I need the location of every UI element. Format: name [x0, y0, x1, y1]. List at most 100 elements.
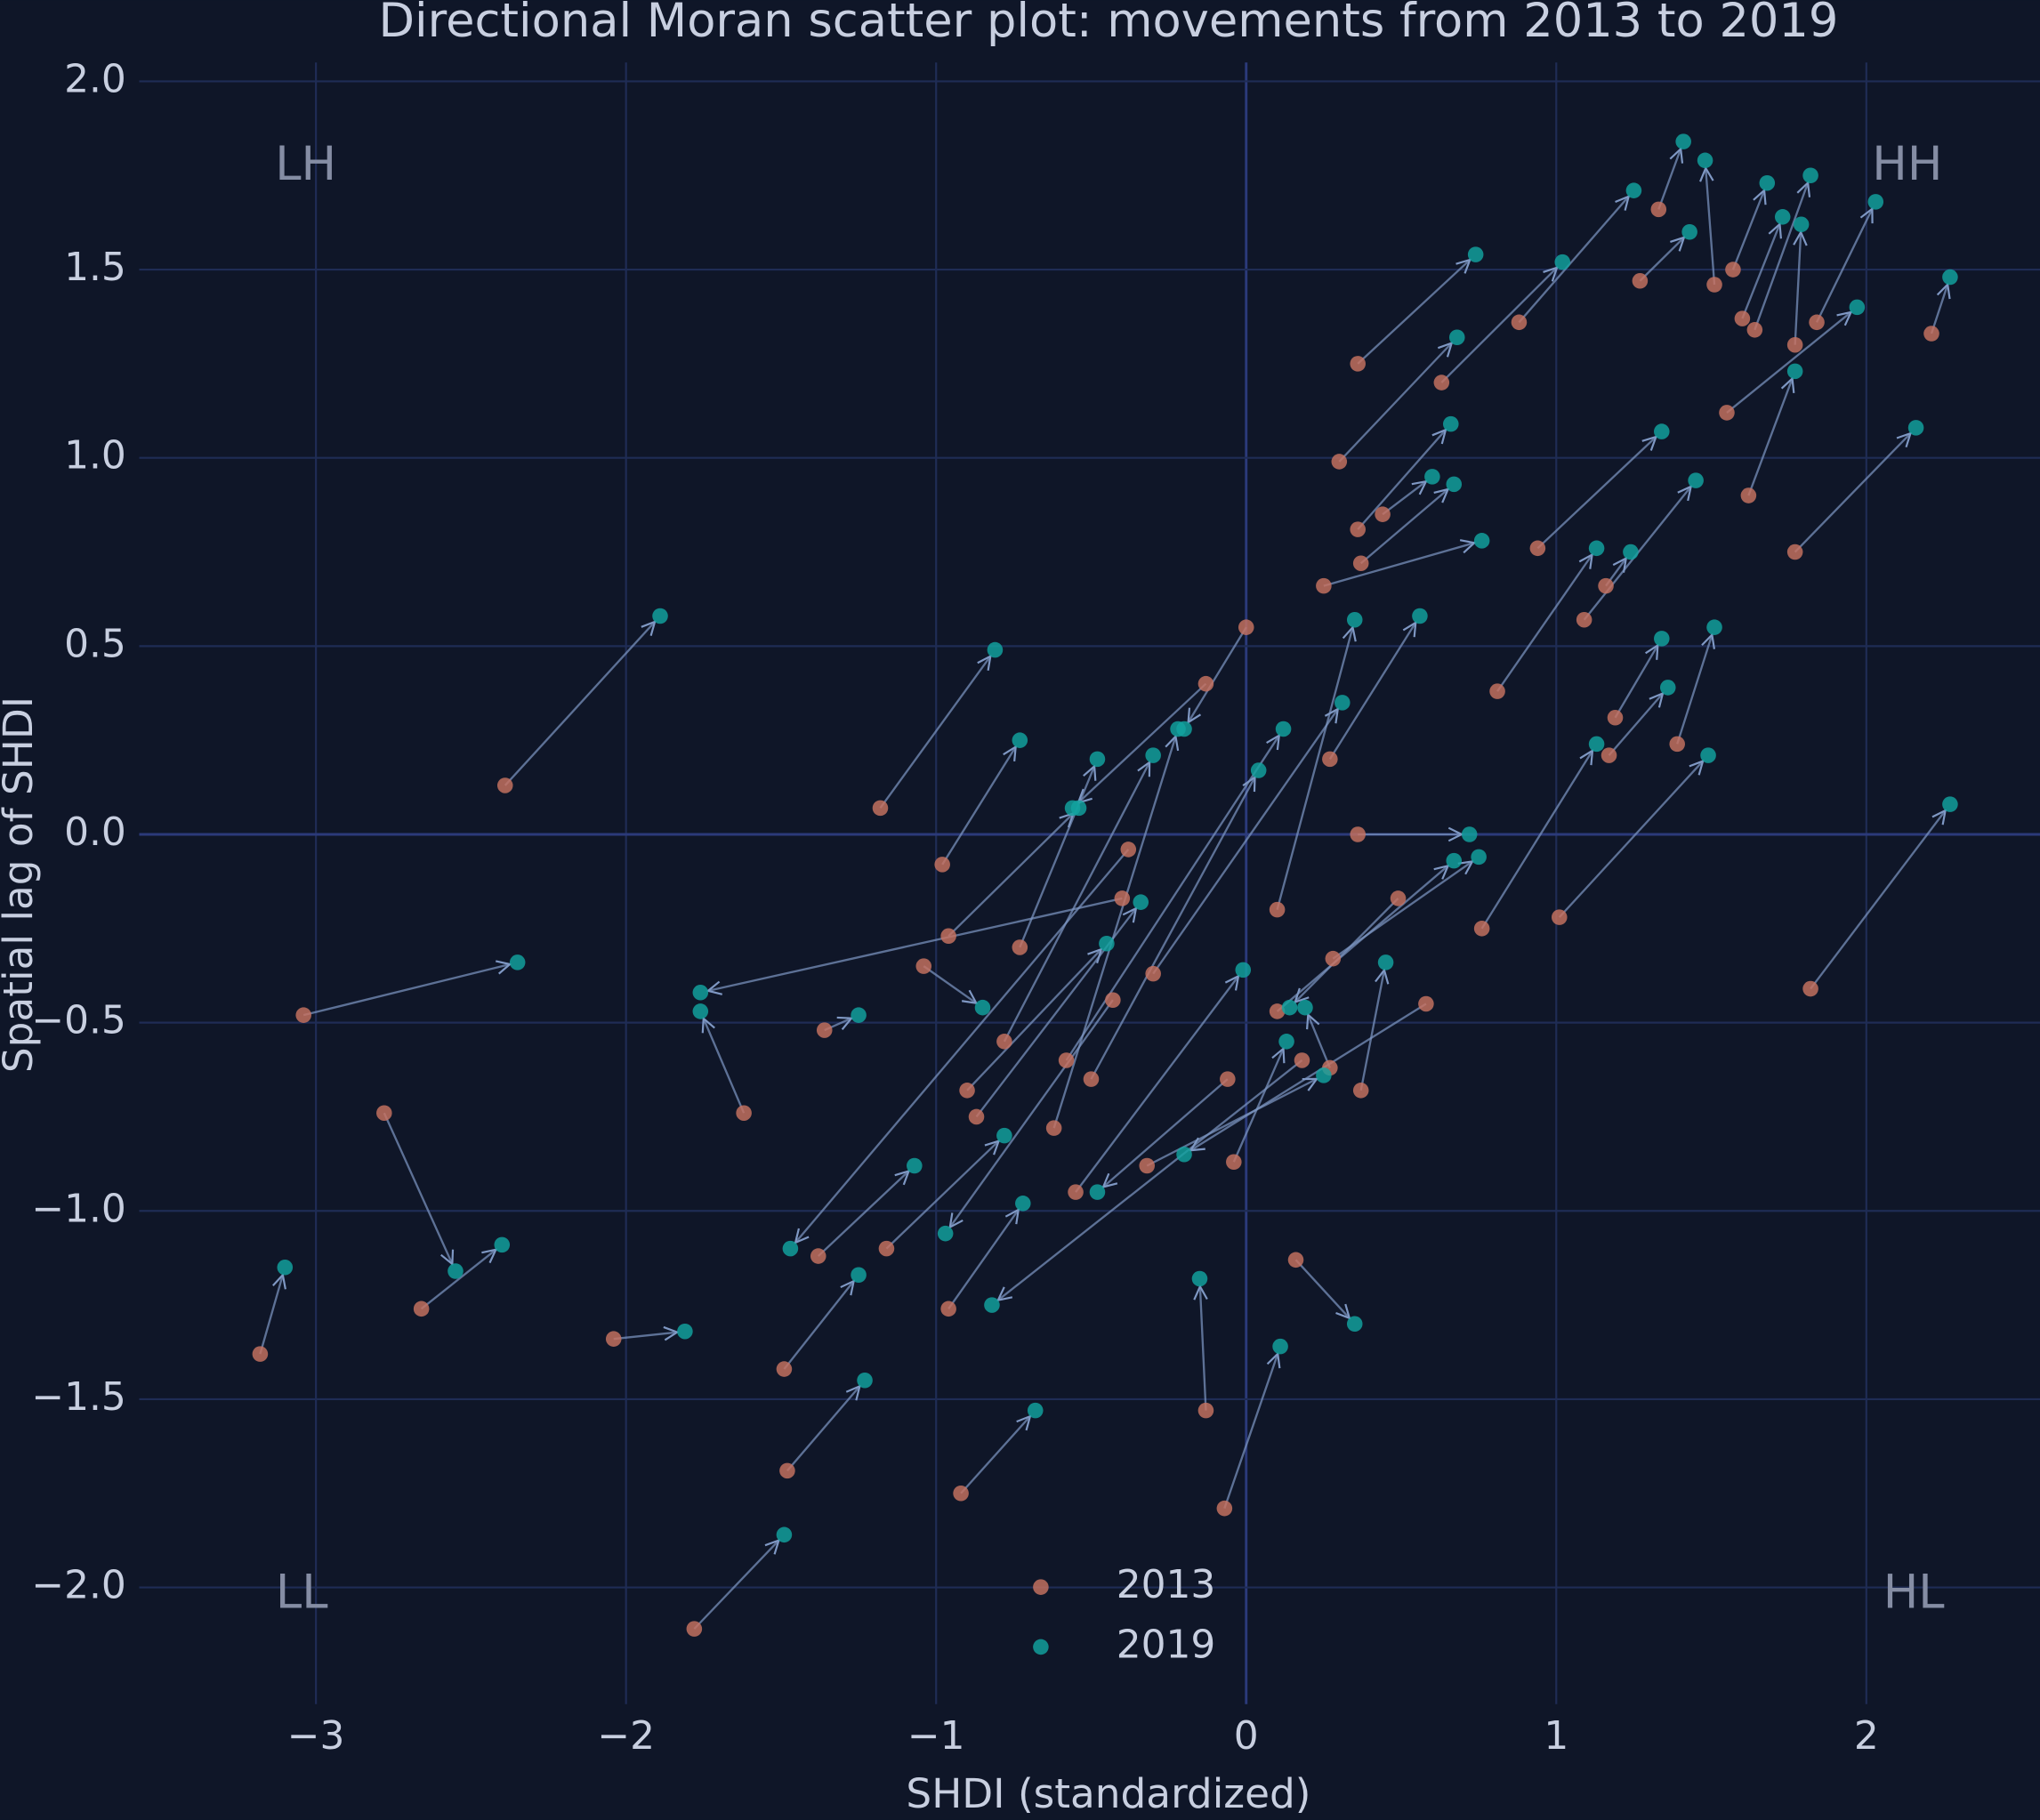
point [974, 999, 991, 1016]
point [1793, 216, 1810, 233]
point [1786, 363, 1803, 380]
point [496, 777, 513, 793]
point [1867, 194, 1884, 210]
movement-arrow [1152, 709, 1338, 975]
point [984, 1297, 1000, 1313]
point [1719, 405, 1735, 421]
point [1746, 322, 1763, 338]
movement-arrow [1741, 224, 1779, 319]
point [1473, 921, 1490, 937]
point [1226, 1154, 1242, 1171]
point [1325, 950, 1342, 967]
grid [139, 62, 2040, 1704]
point [1786, 336, 1803, 353]
point [1706, 277, 1722, 293]
point [1443, 415, 1459, 432]
x-tick-label: −1 [907, 1713, 965, 1759]
point [1632, 272, 1649, 289]
point [934, 857, 950, 873]
point [1278, 1034, 1294, 1050]
movement-arrow [1440, 268, 1557, 383]
point [851, 1267, 867, 1284]
point [1588, 736, 1605, 753]
point [1250, 762, 1267, 778]
point [1473, 533, 1490, 549]
x-tick-label: −3 [287, 1713, 345, 1759]
y-tick-label: −1.0 [31, 1186, 126, 1231]
point [1942, 796, 1958, 812]
point [1089, 1184, 1106, 1200]
point [1027, 1402, 1044, 1419]
point [996, 1127, 1012, 1144]
point [1467, 246, 1484, 262]
point [413, 1301, 430, 1317]
point [816, 1022, 833, 1038]
point [1802, 167, 1818, 184]
movement-arrow [1308, 1015, 1331, 1068]
movement-arrow [1795, 232, 1802, 345]
movement-arrow [1930, 285, 1947, 334]
point [953, 1485, 969, 1502]
point [1012, 939, 1028, 955]
movement-arrow [1146, 1079, 1317, 1167]
movement-arrow [885, 1141, 998, 1250]
point [776, 1526, 793, 1543]
point [1529, 540, 1546, 557]
movement-arrow [947, 1210, 1019, 1310]
movement-arrow [383, 1112, 453, 1264]
point [1669, 736, 1685, 753]
point [1070, 800, 1087, 817]
movement-arrow [998, 1059, 1303, 1301]
point [878, 1240, 895, 1257]
movement-arrow [1754, 183, 1808, 331]
point [1068, 1184, 1084, 1200]
point [1700, 747, 1716, 763]
movement-arrow [1090, 777, 1254, 1080]
movement-arrow [1190, 1003, 1427, 1150]
movement-arrow [693, 1541, 778, 1630]
point [1297, 999, 1313, 1016]
point [1489, 683, 1505, 699]
point [1576, 611, 1592, 628]
point [1588, 540, 1605, 557]
point [1197, 675, 1214, 692]
legend-marker [1033, 1639, 1049, 1655]
point [1551, 909, 1568, 925]
point [1725, 262, 1741, 278]
point [652, 608, 668, 624]
movement-arrow [783, 1281, 853, 1370]
point [851, 1007, 867, 1023]
point [1412, 608, 1428, 624]
movement-arrow [1810, 810, 1946, 990]
point [1220, 1071, 1236, 1087]
movement-arrow [704, 1019, 746, 1114]
point [448, 1263, 464, 1279]
movement-arrow [1052, 737, 1176, 1129]
point [1607, 710, 1624, 726]
movement-arrow [960, 1416, 1030, 1494]
point [1083, 1071, 1100, 1087]
quadrant-label: HL [1883, 1566, 1946, 1620]
point [1015, 1196, 1031, 1212]
point [940, 928, 956, 945]
point [1287, 1252, 1304, 1268]
movement-arrow [950, 999, 1114, 1227]
point [810, 1248, 826, 1264]
point [1120, 842, 1137, 858]
point [1275, 721, 1292, 737]
point [1623, 544, 1639, 560]
movement-arrow [1731, 190, 1764, 270]
point [782, 1240, 799, 1257]
point [1471, 849, 1487, 866]
point [1675, 133, 1691, 149]
movement-arrow [1295, 898, 1399, 1003]
movement-arrow [1232, 1049, 1284, 1163]
point [1424, 469, 1440, 485]
movement-arrow [1518, 197, 1628, 324]
movement-arrow [817, 1171, 909, 1257]
point [1346, 611, 1363, 628]
movement-arrow [1657, 149, 1681, 210]
movement-arrow [1189, 626, 1247, 722]
movement-arrow [1323, 543, 1474, 587]
movement-arrow [966, 949, 1101, 1091]
